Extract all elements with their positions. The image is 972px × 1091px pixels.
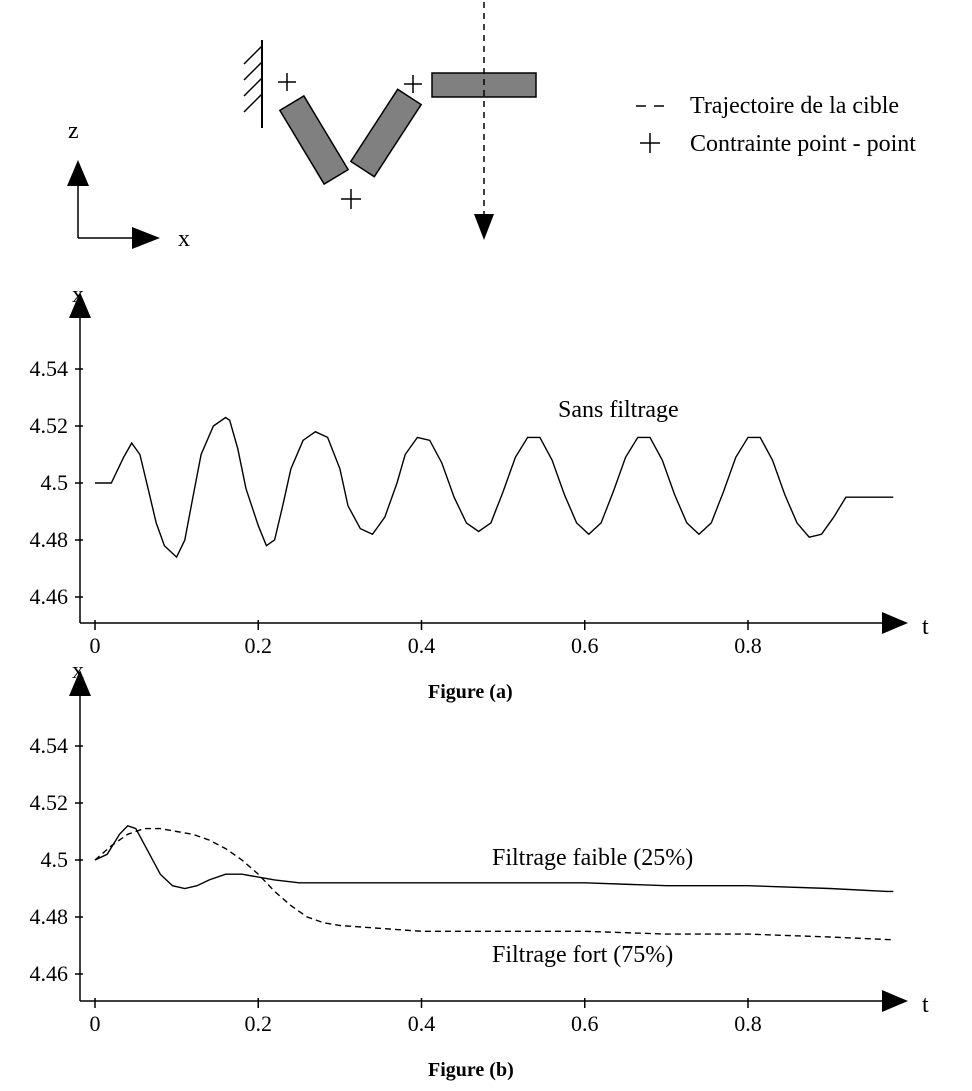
chart-b-y-arrow-icon [69, 670, 91, 696]
link-2-rect [349, 88, 423, 178]
y-tick-label: 4.5 [41, 470, 69, 495]
chart-b-ylabel: x [72, 658, 84, 684]
diagram-legend: Trajectoire de la cible Contrainte point… [636, 93, 916, 157]
x-tick-label: 0.8 [734, 1011, 762, 1036]
y-tick-label: 4.54 [30, 356, 69, 381]
trajectory-arrow-icon [474, 214, 494, 240]
x-tick-label: 0.4 [408, 633, 436, 658]
mechanism-diagram: z x Trajectoire de la cible Contrainte p… [67, 2, 916, 252]
chart-b-xlabel: t [922, 992, 929, 1018]
chart-a-ylabel: x [72, 282, 84, 308]
series-line-dashed [94, 827, 894, 941]
frame-z-label: z [68, 118, 79, 144]
y-tick-label: 4.48 [30, 527, 69, 552]
chart-a-caption: Figure (a) [428, 681, 513, 703]
y-tick-label: 4.5 [41, 847, 69, 872]
x-tick-label: 0 [90, 633, 101, 658]
y-tick-label: 4.52 [30, 790, 69, 815]
chart-b-x-arrow-icon [882, 990, 908, 1012]
y-tick-label: 4.48 [30, 904, 69, 929]
constraint-plus-icon [278, 73, 296, 91]
y-tick-label: 4.52 [30, 413, 69, 438]
series-line-solid [95, 416, 894, 559]
frame-x-arrow-icon [132, 227, 160, 249]
constraint-plus-icon [404, 75, 422, 93]
chart-a-x-arrow-icon [882, 612, 908, 634]
x-tick-label: 0.2 [245, 1011, 273, 1036]
chart-b-caption: Figure (b) [428, 1059, 514, 1081]
legend-constraint-label: Contrainte point - point [690, 131, 916, 157]
frame-x-label: x [178, 226, 190, 252]
chart-a: 4.46 4.48 4.5 4.52 4.54 0 0.2 0.4 0.6 0.8 x t Sa… [30, 282, 930, 703]
chart-a-xlabel: t [922, 614, 929, 640]
x-tick-label: 0 [90, 1011, 101, 1036]
series-line-solid [94, 824, 894, 893]
y-tick-label: 4.46 [30, 584, 69, 609]
y-tick-label: 4.46 [30, 961, 69, 986]
x-tick-label: 0.4 [408, 1011, 436, 1036]
frame-z-arrow-icon [67, 160, 89, 186]
link-1-rect [278, 94, 350, 186]
chart-b-annotation-faible: Filtrage faible (25%) [492, 845, 693, 871]
chart-a-annotation-sans-filtrage: Sans filtrage [558, 397, 679, 423]
constraint-plus-icon [341, 189, 361, 209]
x-tick-label: 0.8 [734, 633, 762, 658]
y-tick-label: 4.54 [30, 733, 69, 758]
wall-hatching [243, 45, 263, 113]
chart-a-y-arrow-icon [69, 292, 91, 318]
legend-trajectory-label: Trajectoire de la cible [690, 93, 899, 119]
x-tick-label: 0.6 [571, 1011, 599, 1036]
x-tick-label: 0.2 [245, 633, 273, 658]
legend-plus-icon [640, 133, 660, 153]
x-tick-label: 0.6 [571, 633, 599, 658]
chart-b: 4.46 4.48 4.5 4.52 4.54 0 0.2 0.4 0.6 0.8 x t Fi… [30, 658, 930, 1081]
chart-b-annotation-fort: Filtrage fort (75%) [492, 942, 673, 968]
